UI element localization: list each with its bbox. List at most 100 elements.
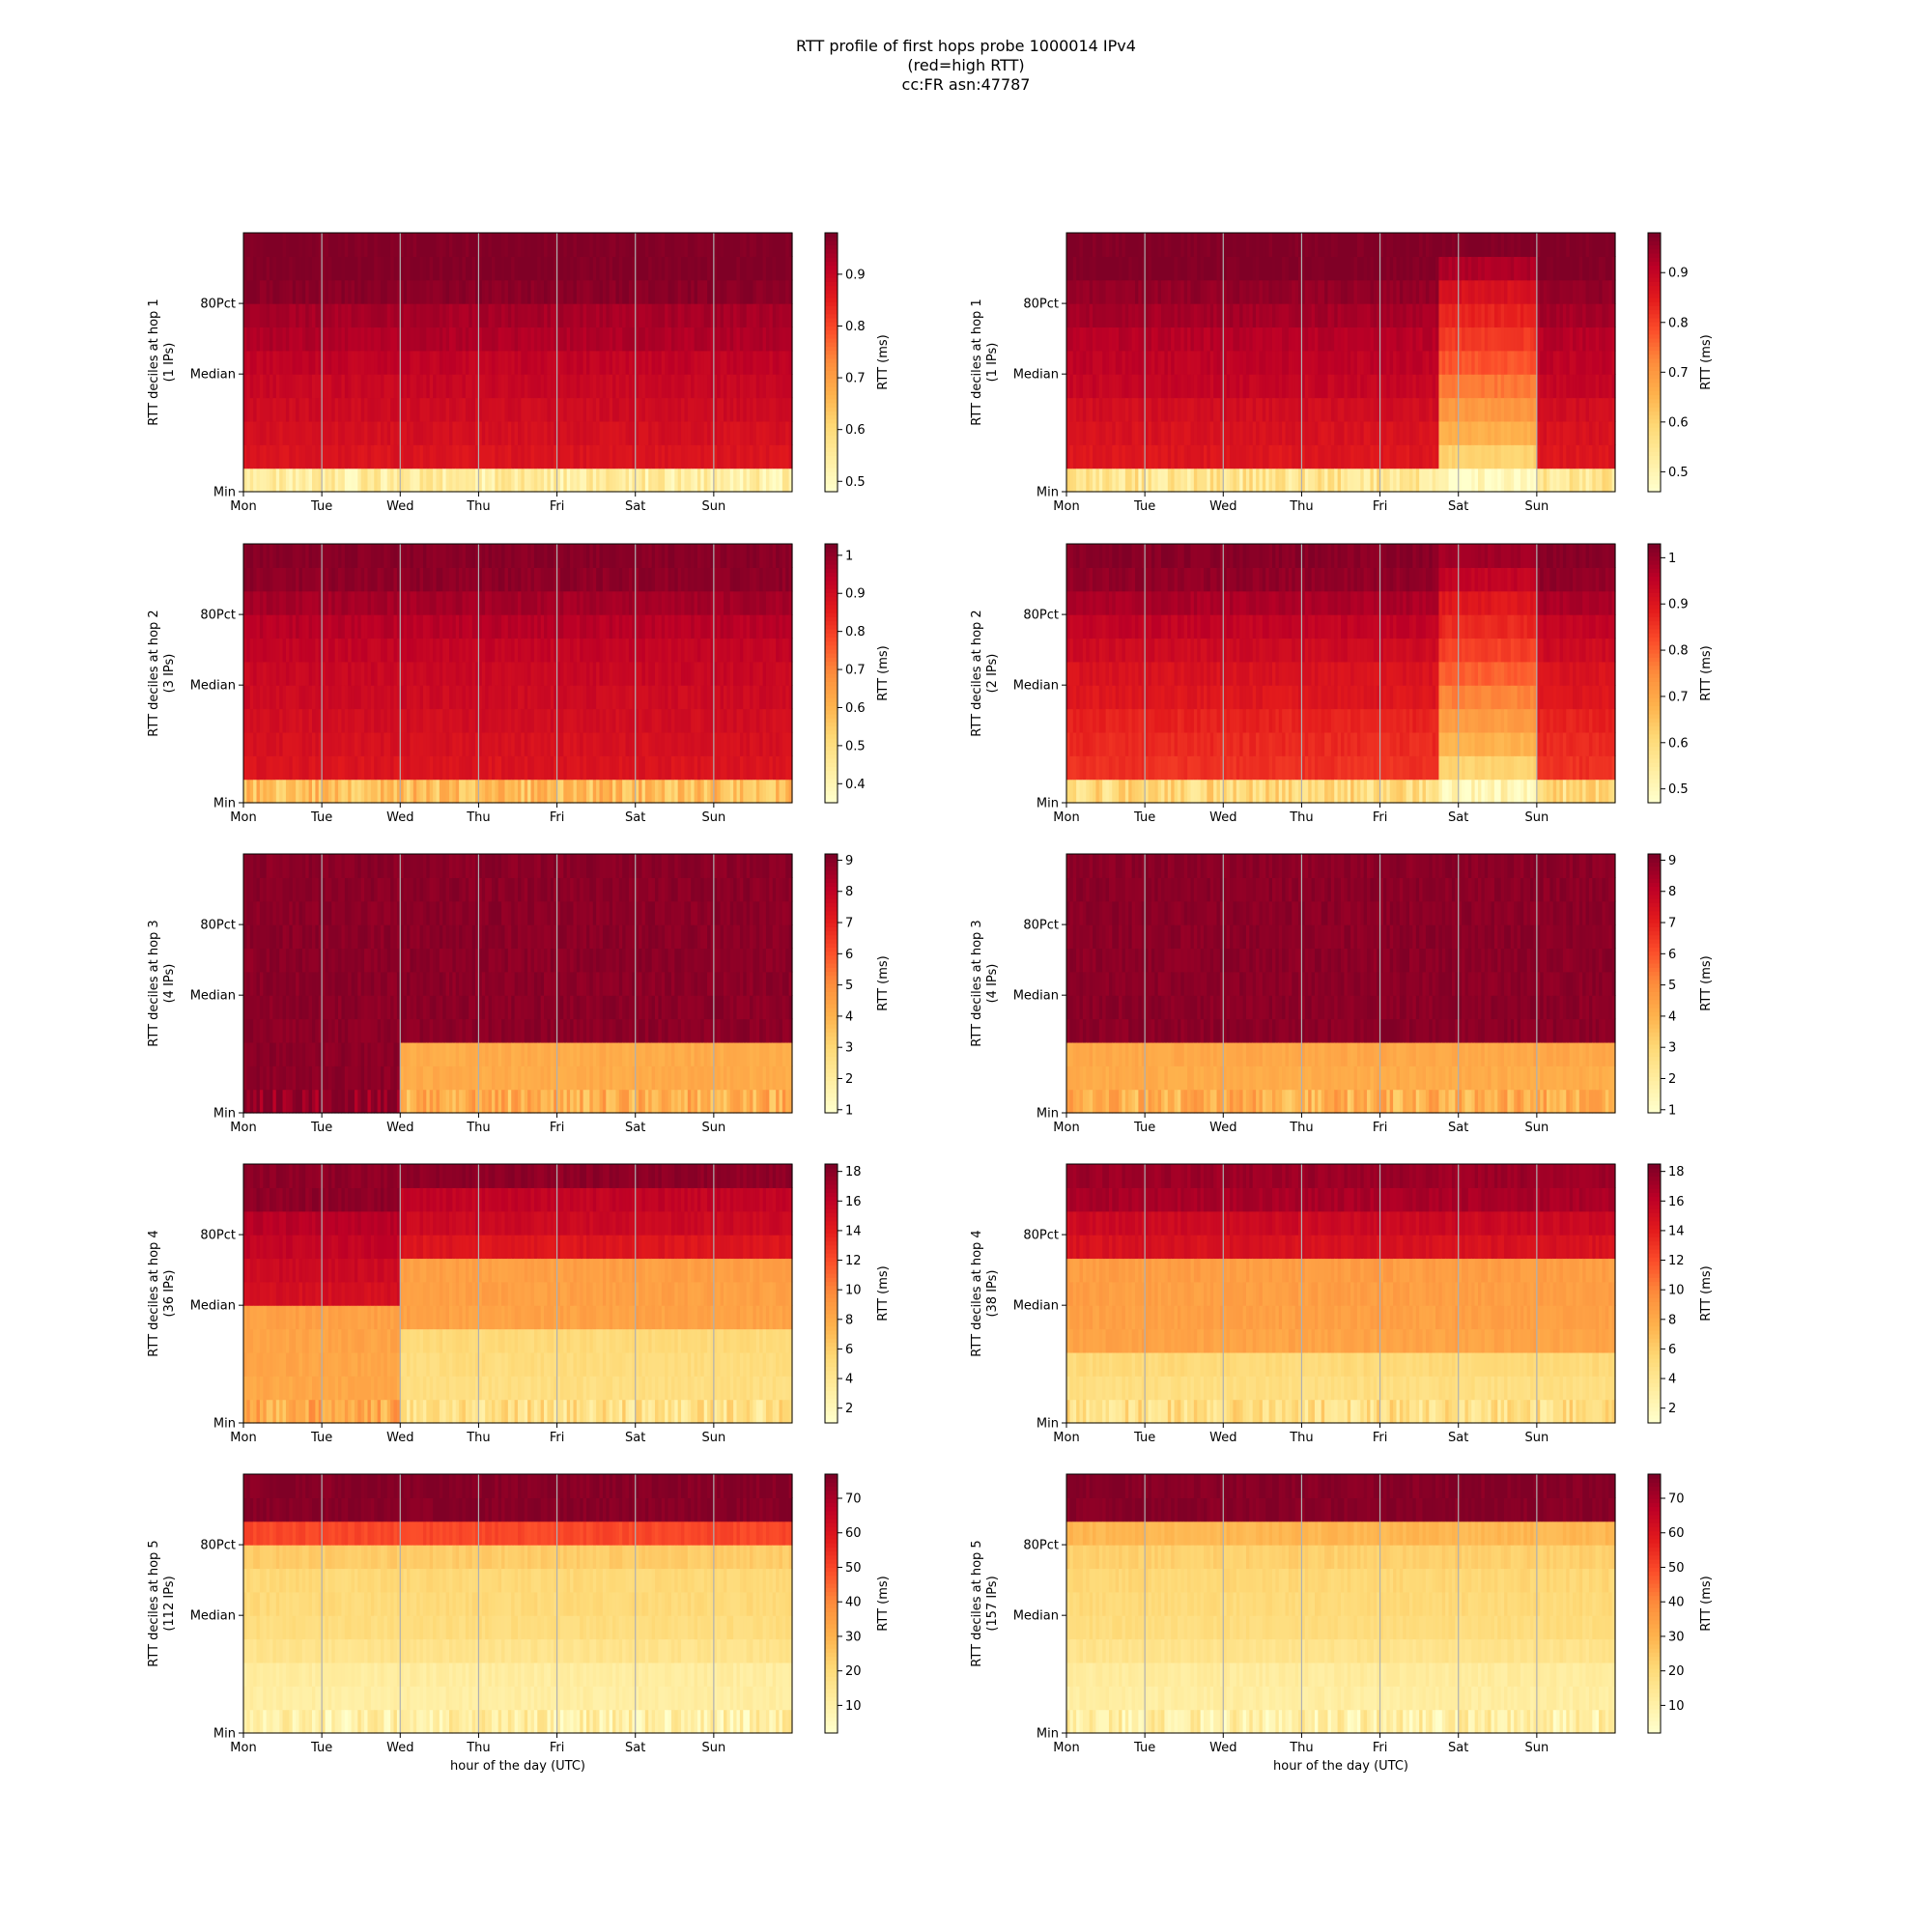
heatmap-cell: [625, 279, 630, 304]
heatmap-cell: [615, 468, 620, 493]
heatmap-cell: [1272, 374, 1276, 399]
heatmap-cell: [301, 279, 306, 304]
heatmap-cell: [325, 374, 329, 399]
heatmap-cell: [1455, 256, 1460, 281]
heatmap-cell: [1138, 327, 1143, 352]
heatmap-cell: [491, 614, 496, 639]
heatmap-cell: [1350, 420, 1355, 445]
heatmap-cell: [1082, 279, 1087, 304]
heatmap-cell: [246, 397, 251, 422]
heatmap-cell: [1262, 397, 1266, 422]
heatmap-cell: [1415, 420, 1420, 445]
heatmap-cell: [1367, 350, 1372, 375]
heatmap-cell: [1547, 374, 1550, 399]
heatmap-cell: [485, 708, 490, 733]
heatmap-cell: [1230, 420, 1235, 445]
heatmap-cell: [1360, 397, 1365, 422]
heatmap-cell: [419, 256, 424, 281]
heatmap-cell: [338, 544, 343, 568]
heatmap-cell: [1079, 256, 1084, 281]
heatmap-cell: [422, 708, 427, 733]
heatmap-cell: [655, 279, 659, 304]
heatmap-cell: [501, 327, 506, 352]
heatmap-cell: [285, 350, 290, 375]
heatmap-cell: [1204, 468, 1208, 493]
heatmap-cell: [249, 350, 254, 375]
heatmap-cell: [1105, 420, 1110, 445]
heatmap-cell: [488, 303, 493, 328]
heatmap-cell: [1353, 420, 1358, 445]
heatmap-cell: [331, 350, 336, 375]
heatmap-cell: [1314, 256, 1319, 281]
heatmap-cell: [348, 233, 353, 257]
heatmap-cell: [530, 303, 535, 328]
heatmap-cell: [1108, 327, 1113, 352]
heatmap-cell: [422, 468, 427, 493]
heatmap-cell: [1233, 233, 1237, 257]
heatmap-cell: [1471, 350, 1476, 375]
heatmap-cell: [628, 233, 633, 257]
heatmap-cell: [668, 233, 672, 257]
heatmap-cell: [670, 350, 675, 375]
heatmap-cell: [452, 590, 457, 615]
heatmap-cell: [696, 327, 701, 352]
heatmap-cell: [1396, 279, 1401, 304]
heatmap-cell: [1422, 397, 1427, 422]
heatmap-cell: [301, 779, 306, 804]
heatmap-cell: [341, 468, 346, 493]
heatmap-cell: [1161, 420, 1166, 445]
heatmap-cell: [325, 350, 329, 375]
heatmap-cell: [1131, 256, 1136, 281]
heatmap-cell: [1193, 279, 1198, 304]
heatmap-cell: [381, 374, 384, 399]
heatmap-cell: [765, 256, 770, 281]
heatmap-cell: [1204, 303, 1208, 328]
heatmap-cell: [471, 731, 476, 756]
heatmap-cell: [1318, 397, 1322, 422]
heatmap-cell: [1379, 420, 1384, 445]
heatmap-cell: [249, 614, 254, 639]
heatmap-cell: [1177, 303, 1181, 328]
heatmap-cell: [524, 638, 528, 663]
heatmap-cell: [351, 303, 355, 328]
heatmap-cell: [1174, 233, 1179, 257]
heatmap-cell: [521, 544, 526, 568]
heatmap-cell: [374, 233, 379, 257]
heatmap-cell: [720, 327, 724, 352]
heatmap-cell: [1353, 303, 1358, 328]
heatmap-cell: [459, 567, 464, 592]
heatmap-cell: [1209, 350, 1214, 375]
heatmap-cell: [471, 779, 476, 804]
heatmap-cell: [246, 779, 251, 804]
heatmap-cell: [357, 444, 362, 469]
heatmap-cell: [681, 468, 686, 493]
heatmap-cell: [615, 397, 620, 422]
heatmap-cell: [554, 468, 558, 493]
heatmap-cell: [1128, 444, 1133, 469]
heatmap-cell: [1128, 397, 1133, 422]
colorbar-segment: [1648, 411, 1661, 416]
heatmap-cell: [471, 468, 476, 493]
heatmap-cell: [318, 256, 323, 281]
heatmap-cell: [396, 731, 401, 756]
heatmap-cell: [707, 233, 712, 257]
heatmap-cell: [589, 444, 594, 469]
heatmap-cell: [1301, 327, 1306, 352]
heatmap-cell: [618, 444, 623, 469]
heatmap-cell: [1223, 303, 1228, 328]
heatmap-cell: [426, 327, 431, 352]
heatmap-cell: [393, 755, 398, 781]
heatmap-cell: [651, 444, 656, 469]
heatmap-cell: [1514, 303, 1519, 328]
heatmap-cell: [733, 468, 738, 493]
heatmap-cell: [325, 256, 329, 281]
heatmap-cell: [554, 374, 558, 399]
heatmap-cell: [537, 685, 542, 710]
heatmap-cell: [243, 544, 247, 568]
heatmap-cell: [1161, 279, 1166, 304]
heatmap-cell: [527, 350, 532, 375]
heatmap-cell: [436, 661, 440, 686]
heatmap-cell: [390, 544, 395, 568]
heatmap-cell: [1474, 327, 1479, 352]
heatmap-cell: [1213, 327, 1218, 352]
